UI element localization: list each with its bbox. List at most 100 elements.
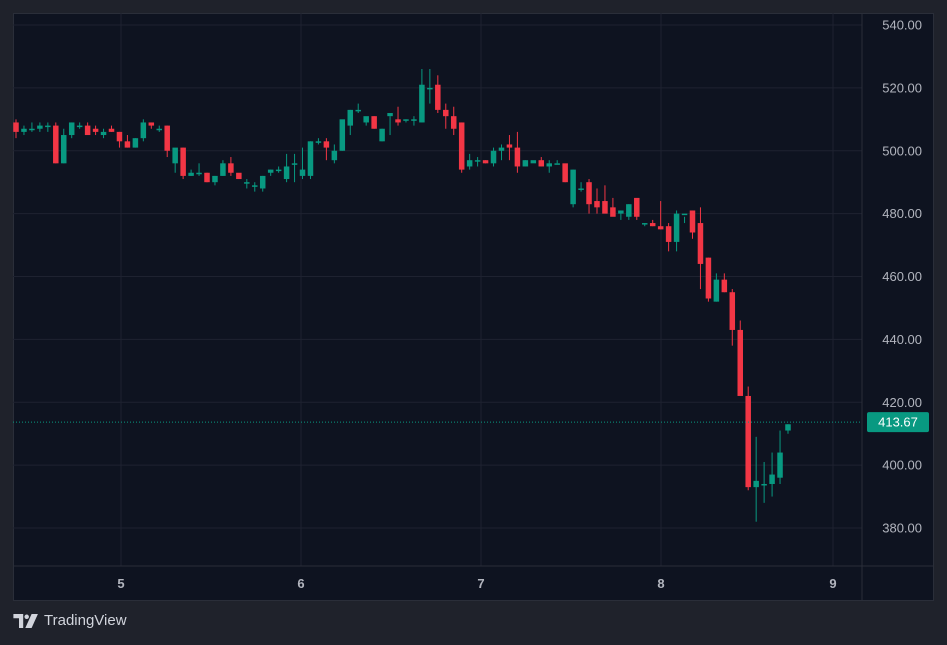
candle xyxy=(68,122,75,139)
candle xyxy=(490,147,497,167)
candle xyxy=(514,131,521,173)
candle xyxy=(220,160,226,176)
candle xyxy=(244,179,250,189)
candle xyxy=(188,169,194,176)
candle xyxy=(204,172,210,183)
candle xyxy=(729,289,736,346)
candle xyxy=(291,153,298,183)
time-tick-label: 5 xyxy=(117,576,124,591)
candle xyxy=(100,128,107,139)
price-axis[interactable]: 540.00 520.00 500.00 480.00 460.00 440.00 420.… xyxy=(882,18,922,536)
candle xyxy=(379,128,385,142)
candle xyxy=(315,138,322,145)
candle xyxy=(538,157,545,167)
price-tick-label: 440.00 xyxy=(882,332,922,347)
price-tick-label: 520.00 xyxy=(882,80,922,95)
candle xyxy=(721,273,728,293)
price-tick-label: 540.00 xyxy=(882,18,922,33)
candle xyxy=(610,197,616,217)
candle xyxy=(299,147,306,180)
tradingview-brand[interactable]: TradingView xyxy=(13,612,127,629)
last-price-badge: 413.67 xyxy=(867,412,929,433)
candle xyxy=(530,160,537,164)
candle xyxy=(61,128,67,164)
candle xyxy=(76,122,83,129)
chart-frame xyxy=(13,13,934,601)
candle xyxy=(777,430,783,484)
candle xyxy=(108,125,115,132)
candle xyxy=(196,163,202,176)
candle xyxy=(29,122,35,132)
price-tick-label: 500.00 xyxy=(882,143,922,158)
candle xyxy=(37,122,43,132)
candles xyxy=(13,69,791,522)
candle xyxy=(45,122,51,132)
candle xyxy=(323,138,330,161)
candle xyxy=(554,160,560,165)
candle xyxy=(785,424,791,434)
candle xyxy=(331,144,338,164)
candle xyxy=(546,160,552,173)
candle xyxy=(236,172,242,180)
candle xyxy=(371,116,377,129)
candle xyxy=(618,210,624,220)
candle xyxy=(427,69,433,104)
candle xyxy=(482,160,489,164)
candle xyxy=(443,103,449,129)
brand-name: TradingView xyxy=(44,612,127,629)
candle xyxy=(347,109,354,136)
candle xyxy=(53,122,59,164)
candle xyxy=(419,69,425,123)
candle xyxy=(458,122,465,173)
candle xyxy=(403,119,409,123)
candle xyxy=(275,166,282,173)
candle xyxy=(594,188,600,214)
candle xyxy=(339,119,346,151)
candle xyxy=(522,160,529,167)
candle xyxy=(267,169,274,176)
candle xyxy=(13,119,19,139)
candle xyxy=(411,116,417,126)
candle xyxy=(506,135,513,161)
candle xyxy=(562,163,568,183)
candle xyxy=(705,257,712,302)
candle xyxy=(140,119,147,142)
candle xyxy=(116,131,123,148)
candle xyxy=(92,125,99,136)
candle xyxy=(745,386,751,491)
candle xyxy=(673,210,680,252)
candle xyxy=(753,436,759,522)
candle xyxy=(689,210,696,239)
candle xyxy=(148,122,155,129)
price-tick-label: 480.00 xyxy=(882,206,922,221)
grid-lines xyxy=(13,13,862,566)
candle xyxy=(761,461,767,503)
candle xyxy=(212,175,218,186)
time-tick-label: 8 xyxy=(657,576,664,591)
price-tick-label: 380.00 xyxy=(882,521,922,536)
candle xyxy=(697,207,704,290)
candle xyxy=(450,106,457,136)
candle xyxy=(283,153,290,183)
time-tick-label: 7 xyxy=(477,576,484,591)
candle xyxy=(602,185,608,214)
candle xyxy=(498,144,505,161)
candle xyxy=(466,153,473,170)
candle xyxy=(363,116,369,126)
candle xyxy=(769,452,775,497)
candle xyxy=(172,147,178,173)
candle xyxy=(657,201,664,230)
candle xyxy=(665,223,672,252)
candle xyxy=(570,169,576,208)
candle xyxy=(259,175,266,192)
candle xyxy=(649,219,656,227)
candle xyxy=(737,320,743,396)
candle xyxy=(626,204,632,220)
candle xyxy=(156,125,163,132)
candle xyxy=(132,138,139,148)
candle xyxy=(21,125,27,136)
candle xyxy=(681,213,688,224)
time-axis[interactable]: 5 6 7 8 9 xyxy=(117,576,836,591)
tradingview-logo-icon xyxy=(13,613,38,628)
candlestick-chart[interactable]: 540.00 520.00 500.00 480.00 460.00 440.00 420.… xyxy=(13,13,934,601)
